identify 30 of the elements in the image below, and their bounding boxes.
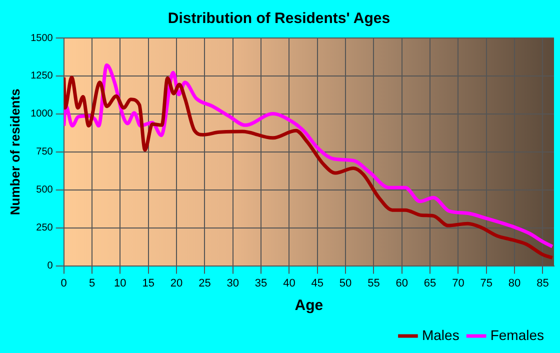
x-tick-label: 0 [60, 277, 67, 290]
x-tick-label: 5 [88, 277, 96, 290]
legend-label: Males [422, 326, 460, 343]
x-tick-label: 85 [536, 277, 549, 290]
y-tick-label: 0 [47, 260, 54, 272]
x-tick-label: 60 [396, 277, 408, 290]
x-tick-label: 30 [226, 277, 239, 290]
x-tick-label: 15 [142, 277, 154, 290]
x-tick-label: 35 [254, 277, 268, 290]
y-tick-label: 1000 [30, 108, 54, 120]
y-tick-label: 1500 [30, 32, 54, 44]
x-tick-label: 75 [480, 277, 493, 290]
y-tick-label: 750 [36, 146, 54, 158]
x-tick-label: 70 [452, 277, 464, 290]
x-tick-label: 55 [368, 277, 380, 290]
y-axis-title: Number of residents [7, 88, 22, 216]
x-tick-label: 45 [311, 277, 324, 290]
x-tick-label: 10 [114, 277, 126, 290]
x-tick-label: 20 [170, 277, 183, 290]
x-tick-label: 50 [339, 277, 352, 290]
x-tick-label: 40 [283, 277, 296, 290]
y-tick-label: 1250 [30, 70, 54, 82]
x-axis-title: Age [294, 297, 324, 314]
legend-label: Females [490, 326, 544, 343]
x-tick-label: 25 [198, 277, 211, 290]
x-tick-label: 65 [424, 277, 436, 290]
chart-title: Distribution of Residents' Ages [168, 10, 390, 28]
y-tick-label: 250 [36, 222, 54, 234]
x-tick-label: 80 [508, 277, 521, 290]
y-tick-label: 500 [36, 184, 54, 196]
